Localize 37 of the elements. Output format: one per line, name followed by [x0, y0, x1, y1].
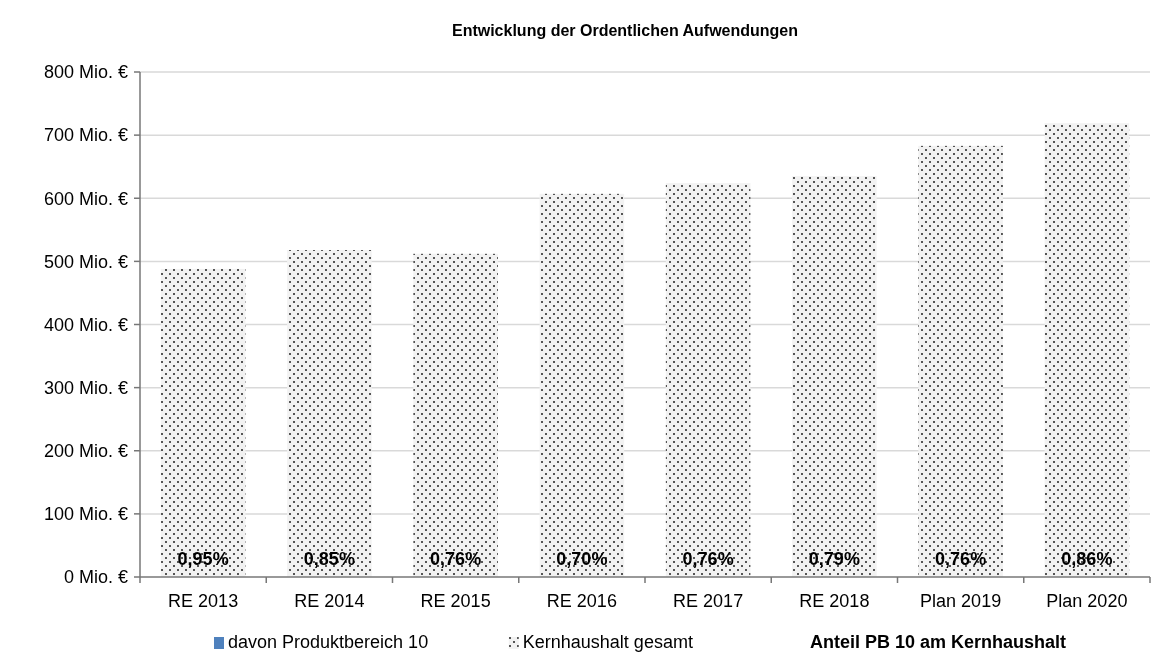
- text: 0,95%: [177, 549, 229, 569]
- text: 0,76%: [682, 549, 734, 569]
- bar: [665, 183, 751, 577]
- bar: [918, 145, 1003, 577]
- y-tick-label: 800 Mio. €: [43, 62, 128, 83]
- text: 0,79%: [808, 549, 860, 569]
- x-tick-label: RE 2017: [673, 591, 744, 611]
- legend-label: Kernhaushalt gesamt: [522, 632, 693, 652]
- x-tick-label: Plan 2020: [1046, 591, 1128, 611]
- y-tick-label: 700 Mio. €: [43, 125, 128, 146]
- text: 0,76%: [935, 549, 987, 569]
- bar: [287, 250, 372, 577]
- x-tick-label: Plan 2019: [920, 591, 1002, 611]
- x-tick-label: RE 2018: [799, 591, 870, 611]
- y-tick-label: 400 Mio. €: [43, 314, 128, 335]
- text: Anteil PB 10 am Kernhaushalt: [810, 632, 1067, 652]
- x-tick-label: RE 2016: [546, 591, 617, 611]
- bar: [413, 253, 498, 577]
- text: 0,86%: [1061, 549, 1113, 569]
- bar: [160, 268, 246, 577]
- chart-title: Entwicklung der Ordentlichen Aufwendungen: [451, 22, 799, 39]
- x-tick-label: RE 2013: [168, 591, 239, 611]
- y-tick-label: 300 Mio. €: [43, 377, 128, 398]
- y-tick-label: 100 Mio. €: [43, 504, 128, 525]
- bar: [539, 193, 625, 577]
- x-tick-label: RE 2015: [420, 591, 491, 611]
- bar: [1044, 123, 1130, 577]
- text: 0,76%: [430, 549, 482, 569]
- x-tick-label: RE 2014: [294, 591, 365, 611]
- bar: [792, 176, 877, 577]
- y-tick-label: 200 Mio. €: [43, 441, 128, 462]
- y-tick-label: 500 Mio. €: [43, 251, 128, 272]
- text: 0,85%: [303, 549, 355, 569]
- legend-label: davon Produktbereich 10: [228, 632, 429, 652]
- text: 0,70%: [556, 549, 608, 569]
- y-tick-label: 600 Mio. €: [43, 188, 128, 209]
- y-tick-label: 0 Mio. €: [63, 567, 128, 588]
